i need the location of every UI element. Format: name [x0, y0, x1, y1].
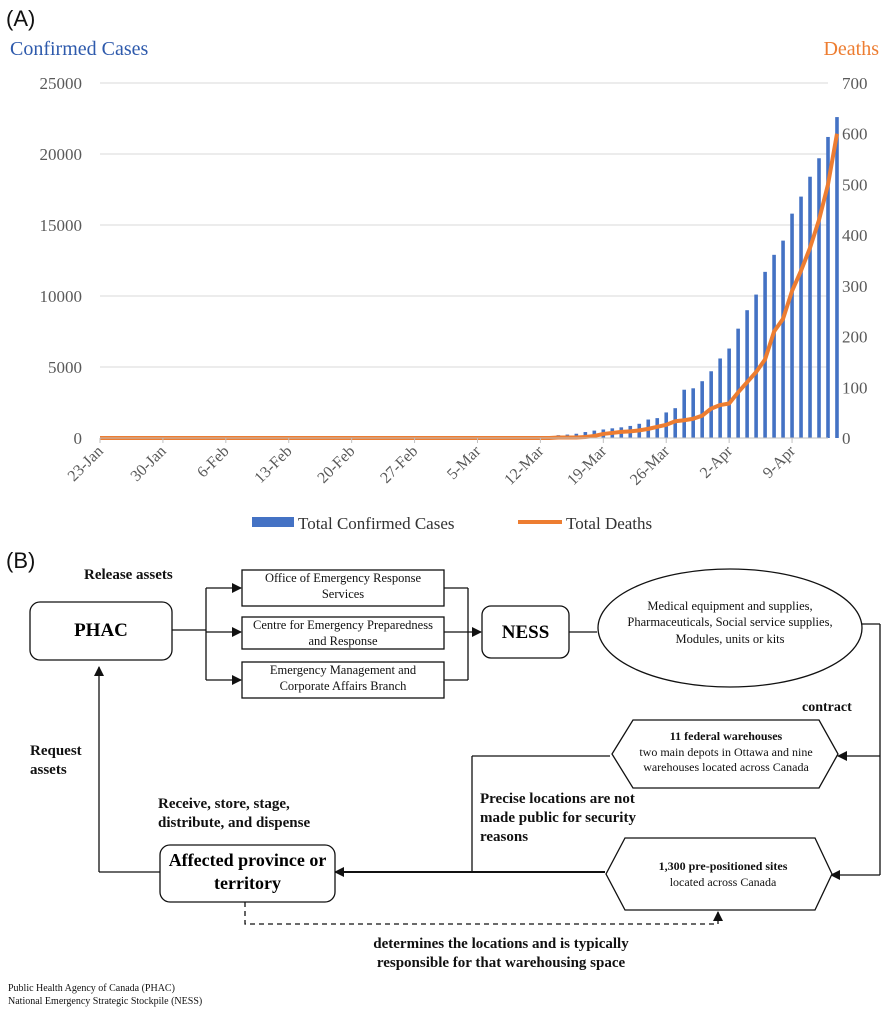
cases-bar [736, 328, 740, 438]
footnote-ness: National Emergency Strategic Stockpile (… [8, 996, 203, 1007]
cases-bar [691, 388, 695, 438]
province-label: Affected province or territory [168, 850, 327, 894]
footnotes: Public Health Agency of Canada (PHAC) Na… [8, 982, 202, 1008]
cases-bar [682, 389, 686, 438]
x-tick-label: 5-Mar [444, 442, 485, 483]
right-tick-label: 700 [842, 74, 868, 93]
legend-label-cases: Total Confirmed Cases [298, 514, 455, 533]
sites-title: 1,300 pre-positioned sites [658, 859, 788, 873]
right-tick-label: 0 [842, 429, 851, 448]
x-tick-label: 19-Mar [564, 442, 610, 488]
dashed-arrow [244, 902, 723, 925]
office-label-2: Centre for Emergency Preparedness and Re… [253, 618, 433, 648]
cases-bar [826, 136, 830, 438]
left-tick-label: 15000 [40, 216, 83, 235]
cases-deaths-chart: 0 5000 10000 15000 20000 25000 0 100 200 300 400 5… [40, 74, 868, 533]
cases-bar [790, 213, 794, 438]
cases-bar [799, 196, 803, 438]
warehouses-desc: two main depots in Ottawa and nine wareh… [639, 745, 813, 774]
left-tick-label: 25000 [40, 74, 83, 93]
left-tick-label: 20000 [40, 145, 83, 164]
x-tick-label: 27-Feb [377, 443, 421, 487]
right-axis: 0 100 200 300 400 500 600 700 [842, 74, 868, 448]
left-axis-title: Confirmed Cases [10, 38, 149, 60]
right-tick-label: 100 [842, 378, 868, 397]
x-tick-label: 6-Feb [194, 443, 232, 481]
flow-diagram [29, 568, 881, 925]
request-assets-label: Request assets [30, 743, 82, 778]
deaths-series-line [100, 133, 839, 440]
footnote-phac: Public Health Agency of Canada (PHAC) [8, 983, 175, 994]
ness-label: NESS [501, 622, 550, 643]
release-assets-label: Release assets [84, 567, 173, 583]
panel-a-label: (A) [6, 6, 36, 31]
cases-bar [808, 176, 812, 438]
x-tick-label: 9-Apr [760, 442, 800, 482]
deaths-line [100, 133, 839, 440]
supplies-ellipse [597, 568, 863, 688]
right-tick-label: 500 [842, 175, 868, 194]
right-tick-label: 600 [842, 125, 868, 144]
left-tick-label: 10000 [40, 287, 83, 306]
ness-box [481, 605, 570, 659]
office-label-3: Emergency Management and Corporate Affai… [269, 663, 417, 693]
cases-bar [817, 158, 821, 438]
x-tick-label: 2-Apr [697, 442, 737, 482]
legend-label-deaths: Total Deaths [566, 514, 652, 533]
office-box-1 [241, 569, 445, 607]
cases-bar [745, 310, 749, 438]
warehouses-hexagon [611, 719, 839, 789]
cases-bar [772, 254, 776, 438]
x-tick-label: 12-Mar [501, 442, 547, 488]
receive-label: Receive, store, stage, distribute, and d… [158, 796, 311, 831]
cases-bar [718, 358, 722, 438]
phac-box [29, 601, 173, 661]
sites-hexagon [605, 837, 833, 911]
right-tick-label: 400 [842, 226, 868, 245]
contract-label: contract [802, 700, 852, 715]
warehouses-title: 11 federal warehouses [669, 729, 783, 743]
x-tick-label: 20-Feb [314, 443, 358, 487]
office-box-3 [241, 661, 445, 699]
cases-bar [781, 240, 785, 438]
province-box [159, 844, 336, 903]
cases-bar [754, 294, 758, 438]
x-axis: 23-Jan 30-Jan 6-Feb 13-Feb 20-Feb 27-Feb 5-Mar… [65, 437, 828, 489]
left-tick-label: 5000 [48, 358, 82, 377]
x-tick-label: 30-Jan [128, 443, 170, 485]
supplies-label: Medical equipment and supplies, Pharmace… [627, 599, 833, 646]
phac-label: PHAC [74, 620, 128, 641]
legend-swatch-cases [252, 517, 294, 527]
right-tick-label: 300 [842, 277, 868, 296]
cases-bar [700, 381, 704, 438]
right-tick-label: 200 [842, 328, 868, 347]
left-axis: 0 5000 10000 15000 20000 25000 [40, 74, 83, 448]
precise-label: Precise locations are not made public fo… [480, 791, 636, 845]
right-axis-title: Deaths [823, 38, 879, 60]
left-tick-label: 0 [74, 429, 83, 448]
panel-b-label: (B) [6, 548, 36, 573]
office-box-2 [241, 616, 445, 650]
x-tick-label: 26-Mar [627, 442, 673, 488]
cases-bar [727, 348, 731, 438]
sites-desc: located across Canada [669, 875, 777, 889]
cases-bar [835, 117, 839, 438]
legend: Total Confirmed Cases Total Deaths [252, 514, 652, 533]
cases-bar [709, 371, 713, 438]
x-tick-label: 13-Feb [251, 443, 295, 487]
determines-label: determines the locations and is typicall… [373, 936, 629, 971]
office-label-1: Office of Emergency Response Services [264, 571, 422, 601]
x-tick-label: 23-Jan [65, 443, 107, 485]
